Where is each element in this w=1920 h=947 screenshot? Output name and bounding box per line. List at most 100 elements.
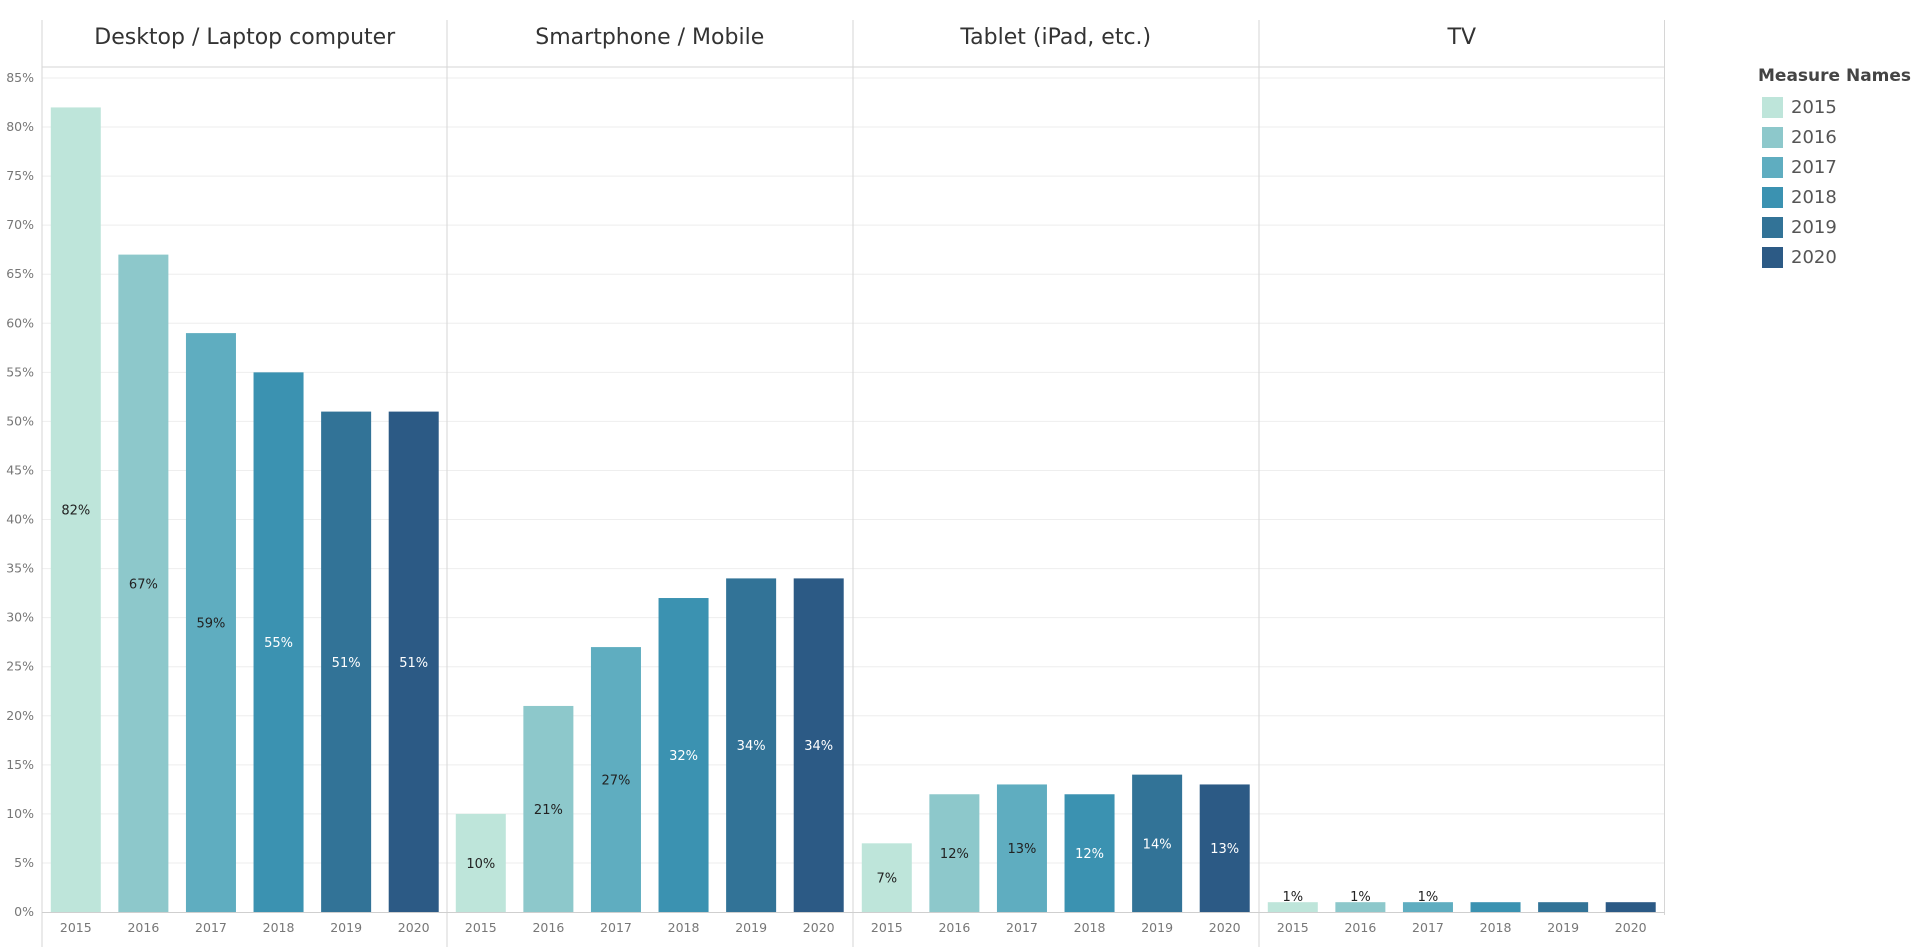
y-tick-label: 60%	[6, 315, 34, 330]
x-tick-label: 2019	[1547, 920, 1579, 935]
bar-label: 12%	[940, 847, 969, 862]
legend: Measure Names 2015 2016 2017 2018 2019 2020	[1758, 66, 1912, 272]
faceted-bar-chart: 0% 5% 10% 15% 20% 25% 30% 35% 40% 45% 50% 55% 60% 65%…	[6, 20, 1665, 947]
bar-label: 12%	[1075, 847, 1104, 862]
bar	[185, 333, 236, 912]
legend-swatch	[1762, 246, 1783, 268]
bar-label: 13%	[1210, 842, 1239, 857]
bar-label: 51%	[399, 656, 428, 671]
bar-label: 1%	[1282, 890, 1303, 905]
legend-label: 2020	[1791, 246, 1837, 268]
bar-label: 1%	[1350, 890, 1371, 905]
bar	[590, 647, 641, 912]
x-tick-label: 2020	[1209, 920, 1241, 935]
legend-label: 2015	[1791, 96, 1837, 118]
y-tick-label: 5%	[14, 855, 34, 870]
bar	[726, 578, 777, 912]
x-tick-label: 2016	[127, 920, 159, 935]
x-tick-label: 2019	[1141, 920, 1173, 935]
legend-swatch	[1762, 216, 1783, 238]
x-tick-label: 2017	[1006, 920, 1038, 935]
x-tick-label: 2019	[330, 920, 362, 935]
y-tick-label: 0%	[14, 904, 34, 919]
bar	[455, 813, 506, 912]
x-tick-label: 2015	[465, 920, 497, 935]
bar	[793, 578, 844, 912]
bar-label: 1%	[1418, 890, 1439, 905]
bar	[1605, 902, 1656, 912]
legend-label: 2019	[1791, 216, 1837, 238]
y-tick-label: 70%	[6, 217, 34, 232]
bar	[1199, 784, 1250, 912]
y-tick-label: 30%	[6, 610, 34, 625]
y-tick-label: 35%	[6, 561, 34, 576]
bar-label: 34%	[804, 739, 833, 754]
x-tick-label: 2017	[1412, 920, 1444, 935]
y-tick-label: 45%	[6, 462, 34, 477]
legend-swatch	[1762, 126, 1783, 148]
panel-title: Desktop / Laptop computer	[94, 25, 396, 50]
y-tick-label: 85%	[6, 70, 34, 85]
x-tick-label: 2016	[938, 920, 970, 935]
y-tick-label: 80%	[6, 119, 34, 134]
bar	[321, 411, 372, 912]
x-tick-label: 2020	[1615, 920, 1647, 935]
bar	[50, 107, 101, 912]
x-tick-label: 2018	[263, 920, 295, 935]
y-tick-label: 40%	[6, 512, 34, 527]
bar	[253, 372, 304, 913]
bar	[1335, 902, 1386, 912]
legend-title: Measure Names	[1758, 66, 1912, 86]
x-tick-label: 2015	[1277, 920, 1309, 935]
legend-item: 2017	[1758, 152, 1908, 182]
bar-label: 51%	[332, 656, 361, 671]
legend-item: 2020	[1758, 242, 1908, 272]
x-tick-label: 2020	[398, 920, 430, 935]
x-tick-label: 2018	[668, 920, 700, 935]
bar-label: 67%	[129, 577, 158, 592]
bar-label: 27%	[602, 774, 631, 789]
y-tick-label: 50%	[6, 413, 34, 428]
x-tick-label: 2015	[871, 920, 903, 935]
legend-item: 2016	[1758, 122, 1908, 152]
x-tick-label: 2016	[1344, 920, 1376, 935]
legend-swatch	[1762, 156, 1783, 178]
bar-label: 34%	[737, 739, 766, 754]
bar	[1470, 902, 1521, 912]
bar	[1132, 774, 1183, 912]
y-tick-label: 55%	[6, 364, 34, 379]
x-tick-label: 2016	[532, 920, 564, 935]
y-tick-label: 75%	[6, 168, 34, 183]
y-tick-label: 15%	[6, 757, 34, 772]
y-tick-label: 20%	[6, 708, 34, 723]
bar-label: 7%	[876, 872, 897, 887]
x-tick-label: 2018	[1480, 920, 1512, 935]
x-tick-label: 2017	[600, 920, 632, 935]
bar	[861, 843, 912, 912]
bar	[1538, 902, 1589, 912]
legend-label: 2016	[1791, 126, 1837, 148]
y-tick-label: 25%	[6, 659, 34, 674]
bar	[658, 598, 709, 912]
x-tick-label: 2017	[195, 920, 227, 935]
bar-label: 32%	[669, 749, 698, 764]
bar	[929, 794, 980, 912]
y-tick-label: 10%	[6, 806, 34, 821]
bar	[388, 411, 439, 912]
bar	[1402, 902, 1453, 912]
panel-title: TV	[1447, 25, 1477, 50]
legend-item: 2019	[1758, 212, 1908, 242]
bar-label: 14%	[1143, 837, 1172, 852]
panel-title: Smartphone / Mobile	[535, 25, 764, 50]
bar	[996, 784, 1047, 912]
legend-item: 2015	[1758, 92, 1908, 122]
bar-label: 1%	[1553, 890, 1574, 905]
legend-item: 2018	[1758, 182, 1908, 212]
bar	[1064, 794, 1115, 912]
x-tick-label: 2015	[60, 920, 92, 935]
legend-swatch	[1762, 96, 1783, 118]
legend-swatch	[1762, 186, 1783, 208]
bar-label: 55%	[264, 636, 293, 651]
bar-label: 10%	[466, 857, 495, 872]
x-tick-label: 2020	[803, 920, 835, 935]
